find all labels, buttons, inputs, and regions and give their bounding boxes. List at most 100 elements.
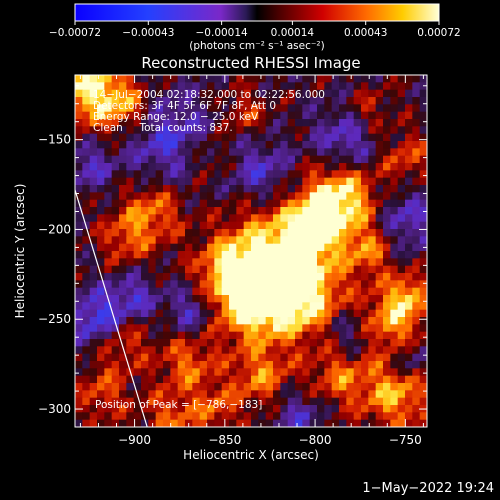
heatmap-cell [89,185,98,193]
heatmap-cell [163,339,171,347]
heatmap-cell [185,148,193,157]
heatmap-cell [309,133,318,142]
heatmap-cell [295,397,303,406]
heatmap-cell [141,199,149,208]
heatmap-cell [214,163,223,171]
heatmap-cell [75,317,83,325]
heatmap-cell [405,199,413,208]
heatmap-cell [295,339,303,347]
heatmap-cell [302,383,311,391]
heatmap-cell [251,419,259,427]
heatmap-cell [287,258,296,267]
heatmap-cell [119,375,127,384]
heatmap-cell [397,82,406,91]
heatmap-cell [368,324,377,333]
heatmap-cell [236,133,245,142]
heatmap-cell [353,192,362,201]
heatmap-cell [104,170,113,179]
heatmap-cell [309,353,318,362]
heatmap-cell [192,243,201,252]
heatmap-cell [155,331,164,340]
heatmap-cell [119,390,127,399]
heatmap-cell [390,258,399,267]
heatmap-cell [177,170,186,179]
heatmap-cell [155,126,164,135]
heatmap-cell [163,119,171,127]
heatmap-cell [346,251,355,259]
heatmap-cell [295,119,303,127]
heatmap-cell [119,177,127,186]
heatmap-cell [273,251,281,259]
heatmap-cell [192,375,201,384]
heatmap-cell [119,331,127,340]
heatmap-cell [390,339,399,347]
heatmap-cell [126,214,135,223]
heatmap-cell [324,221,333,230]
heatmap-cell [317,177,325,186]
heatmap-cell [258,243,267,252]
heatmap-cell [221,89,230,98]
heatmap-cell [75,221,83,230]
heatmap-cell [265,192,274,201]
heatmap-cell [126,383,135,391]
heatmap-cell [236,155,245,164]
heatmap-cell [82,353,91,362]
heatmap-cell [177,126,186,135]
heatmap-cell [207,155,215,164]
heatmap-cell [236,353,245,362]
heatmap-cell [265,163,274,171]
heatmap-cell [390,236,399,245]
heatmap-cell [258,302,267,311]
heatmap-cell [155,273,164,281]
heatmap-cell [383,89,391,98]
heatmap-cell [280,163,289,171]
heatmap-cell [353,280,362,289]
heatmap-cell [185,309,193,318]
heatmap-cell [353,89,362,98]
heatmap-cell [368,412,377,421]
heatmap-cell [236,192,245,201]
heatmap-cell [353,170,362,179]
heatmap-cell [251,353,259,362]
heatmap-cell [192,302,201,311]
heatmap-cell [375,141,384,149]
heatmap-cell [346,155,355,164]
heatmap-cell [89,155,98,164]
heatmap-cell [163,185,171,193]
heatmap-cell [412,412,421,421]
heatmap-cell [287,295,296,303]
heatmap-cell [302,177,311,186]
heatmap-cell [339,229,347,237]
heatmap-cell [368,251,377,259]
heatmap-cell [412,126,421,135]
heatmap-cell [229,383,237,391]
heatmap-cell [207,324,215,333]
heatmap-cell [207,148,215,157]
heatmap-cell [199,141,208,149]
heatmap-cell [287,89,296,98]
heatmap-cell [390,346,399,355]
heatmap-cell [412,170,421,179]
heatmap-cell [346,419,355,427]
heatmap-cell [207,339,215,347]
heatmap-cell [155,97,164,105]
heatmap-cell [141,82,149,91]
heatmap-cell [353,361,362,369]
heatmap-cell [390,75,399,83]
heatmap-cell [317,89,325,98]
heatmap-cell [177,397,186,406]
heatmap-cell [302,375,311,384]
heatmap-cell [280,207,289,215]
heatmap-cell [309,324,318,333]
heatmap-cell [295,243,303,252]
heatmap-cell [251,309,259,318]
heatmap-cell [309,221,318,230]
heatmap-cell [397,89,406,98]
heatmap-cell [324,97,333,105]
peak-position-text: Position of Peak = [−786,−183] [95,399,262,411]
heatmap-cell [236,405,245,413]
heatmap-cell [111,346,120,355]
heatmap-cell [280,317,289,325]
heatmap-cell [309,214,318,223]
heatmap-cell [141,119,149,127]
